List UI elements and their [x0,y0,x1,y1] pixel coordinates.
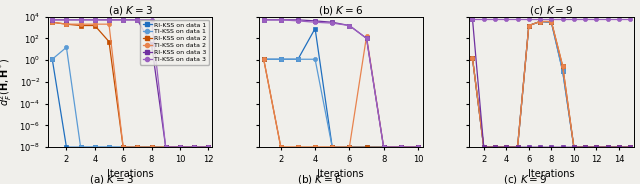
X-axis label: Iterations: Iterations [317,169,364,179]
Title: (c) $K = 9$: (c) $K = 9$ [529,3,573,17]
Y-axis label: $d_F^2(\mathbf{H}, \mathbf{H}^*)$: $d_F^2(\mathbf{H}, \mathbf{H}^*)$ [0,58,13,106]
Text: (c) $K = 9$: (c) $K = 9$ [502,173,547,184]
Text: (a) $K = 3$: (a) $K = 3$ [90,173,134,184]
X-axis label: Iterations: Iterations [107,169,154,179]
Title: (a) $K = 3$: (a) $K = 3$ [108,3,153,17]
X-axis label: Iterations: Iterations [528,169,575,179]
Legend: RI-KSS on data 1, TI-KSS on data 1, RI-KSS on data 2, TI-KSS on data 2, RI-KSS o: RI-KSS on data 1, TI-KSS on data 1, RI-K… [140,20,209,65]
Title: (b) $K = 6$: (b) $K = 6$ [318,3,364,17]
Text: (b) $K = 6$: (b) $K = 6$ [297,173,343,184]
